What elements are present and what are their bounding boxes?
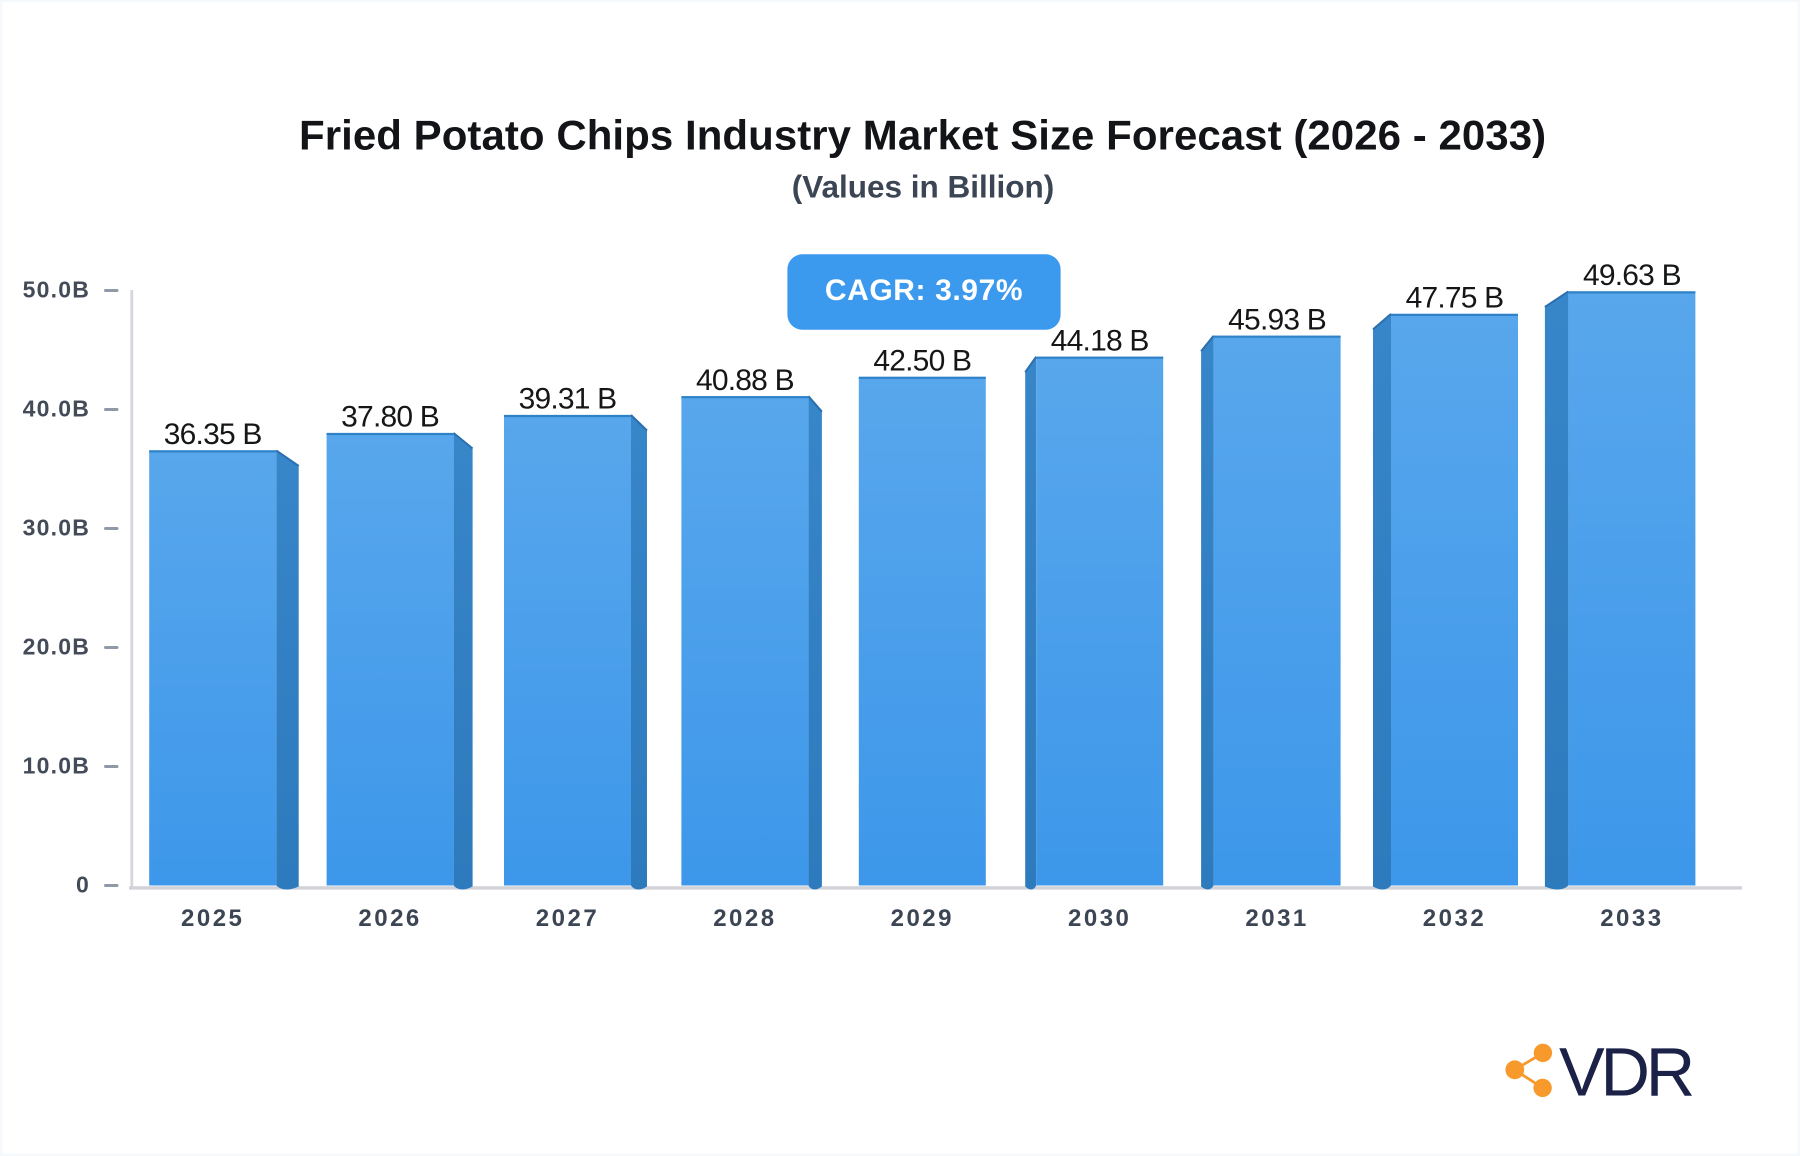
svg-text:49.63 B: 49.63 B xyxy=(1583,259,1681,292)
svg-text:44.18 B: 44.18 B xyxy=(1051,324,1149,357)
svg-text:2031: 2031 xyxy=(1245,905,1308,932)
svg-text:39.31 B: 39.31 B xyxy=(519,383,617,416)
svg-text:40.0B: 40.0B xyxy=(23,396,90,422)
svg-text:30.0B: 30.0B xyxy=(23,515,90,541)
svg-text:VDR: VDR xyxy=(1559,1034,1693,1111)
svg-text:10.0B: 10.0B xyxy=(23,753,90,779)
svg-text:50.0B: 50.0B xyxy=(23,277,90,303)
svg-text:45.93 B: 45.93 B xyxy=(1228,303,1326,336)
svg-text:47.75 B: 47.75 B xyxy=(1406,282,1504,315)
svg-text:2029: 2029 xyxy=(891,905,954,932)
svg-text:(Values in Billion): (Values in Billion) xyxy=(792,169,1055,205)
svg-text:0: 0 xyxy=(76,872,90,898)
svg-text:2026: 2026 xyxy=(358,905,421,932)
svg-text:2033: 2033 xyxy=(1600,905,1663,932)
svg-text:CAGR: 3.97%: CAGR: 3.97% xyxy=(825,274,1023,307)
svg-text:2032: 2032 xyxy=(1423,905,1486,932)
svg-text:Fried Potato Chips Industry Ma: Fried Potato Chips Industry Market Size … xyxy=(299,112,1546,159)
svg-text:2028: 2028 xyxy=(713,905,776,932)
svg-text:2025: 2025 xyxy=(181,905,244,932)
svg-text:40.88 B: 40.88 B xyxy=(696,364,794,397)
svg-text:2027: 2027 xyxy=(536,905,599,932)
svg-text:42.50 B: 42.50 B xyxy=(873,345,971,378)
svg-text:36.35 B: 36.35 B xyxy=(164,418,262,451)
svg-text:37.80 B: 37.80 B xyxy=(341,401,439,434)
svg-text:2030: 2030 xyxy=(1068,905,1131,932)
svg-text:20.0B: 20.0B xyxy=(23,634,90,660)
